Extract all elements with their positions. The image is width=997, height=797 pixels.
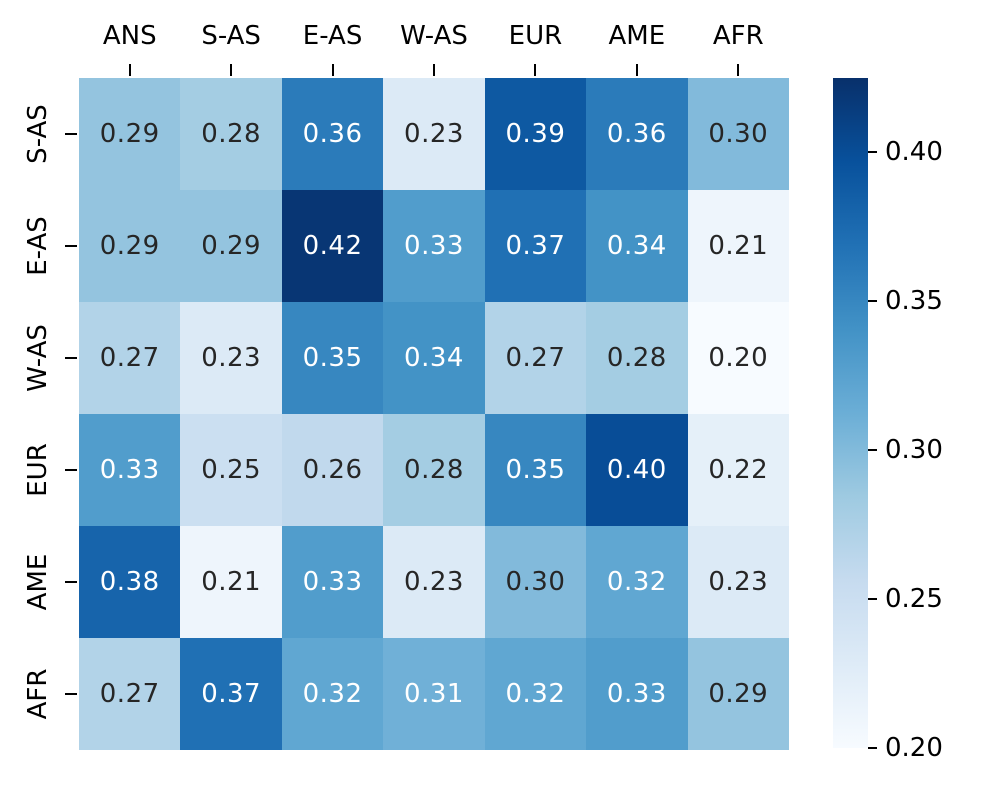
heatmap-cell-EUR-ANS: 0.33 (79, 414, 181, 526)
x-axis-tick (433, 64, 435, 76)
heatmap-cell-S-AS-S-AS: 0.28 (180, 78, 282, 190)
heatmap-cell-W-AS-W-AS: 0.34 (383, 302, 485, 414)
heatmap-cell-AFR-AFR: 0.29 (687, 638, 789, 750)
heatmap-cell-EUR-W-AS: 0.28 (383, 414, 485, 526)
y-axis-tick (65, 581, 77, 583)
heatmap-cell-W-AS-EUR: 0.27 (484, 302, 587, 414)
x-axis-label-W-AS: W-AS (400, 21, 468, 51)
y-axis-tick (65, 469, 77, 471)
y-axis-tick (65, 693, 77, 695)
colorbar-tick (868, 300, 877, 303)
heatmap-cell-E-AS-E-AS: 0.42 (281, 190, 384, 302)
heatmap-cell-AFR-AME: 0.33 (586, 638, 688, 750)
x-axis-tick (128, 64, 131, 76)
heatmap-cell-AFR-ANS: 0.27 (79, 638, 181, 750)
colorbar-tick-label-0.25: 0.25 (885, 584, 943, 615)
heatmap-cell-E-AS-S-AS: 0.29 (180, 190, 282, 302)
heatmap-cell-AME-AFR: 0.23 (687, 526, 789, 638)
heatmap-cell-E-AS-W-AS: 0.33 (383, 190, 485, 302)
heatmap-cell-EUR-S-AS: 0.25 (180, 414, 282, 526)
x-axis-tick (635, 64, 638, 76)
heatmap-cell-AME-AME: 0.32 (586, 526, 688, 638)
colorbar-tick (868, 449, 877, 452)
x-axis-label-AME: AME (608, 21, 666, 51)
colorbar-tick (868, 598, 877, 601)
x-axis-label-E-AS: E-AS (302, 21, 363, 51)
y-axis-label-EUR: EUR (23, 443, 53, 497)
heatmap-cell-AFR-EUR: 0.32 (484, 638, 587, 750)
x-axis-tick (331, 64, 334, 76)
x-axis-label-ANS: ANS (102, 21, 157, 51)
heatmap-cell-E-AS-ANS: 0.29 (79, 190, 181, 302)
colorbar (833, 78, 868, 748)
colorbar-tick (868, 747, 877, 749)
y-axis-label-S-AS: S-AS (23, 104, 53, 164)
y-axis-label-W-AS: W-AS (23, 324, 53, 392)
x-axis-label-S-AS: S-AS (201, 21, 261, 51)
colorbar-tick-label-0.20: 0.20 (885, 733, 943, 763)
x-axis-label-EUR: EUR (508, 21, 563, 51)
heatmap-cell-W-AS-ANS: 0.27 (79, 302, 181, 414)
colorbar-tick-label-0.30: 0.30 (885, 435, 943, 466)
x-axis-tick (737, 64, 740, 76)
heatmap-cell-AFR-S-AS: 0.37 (180, 638, 282, 750)
heatmap-cell-S-AS-EUR: 0.39 (484, 78, 587, 190)
heatmap-cell-S-AS-W-AS: 0.23 (383, 78, 485, 190)
heatmap-cell-W-AS-S-AS: 0.23 (180, 302, 282, 414)
heatmap-cell-AME-E-AS: 0.33 (281, 526, 384, 638)
heatmap-cell-W-AS-E-AS: 0.35 (281, 302, 384, 414)
heatmap-cell-E-AS-AFR: 0.21 (687, 190, 789, 302)
y-axis-tick (65, 133, 77, 135)
heatmap-cell-S-AS-ANS: 0.29 (79, 78, 181, 190)
heatmap-grid: 0.29 0.28 0.36 0.23 0.39 0.36 0.30 0.29 0.29 0.42… (79, 78, 789, 750)
heatmap-cell-AME-W-AS: 0.23 (383, 526, 485, 638)
heatmap-cell-AFR-W-AS: 0.31 (383, 638, 485, 750)
colorbar-tick (868, 151, 877, 154)
y-axis-tick (65, 245, 77, 247)
x-axis-tick (534, 64, 537, 76)
y-axis-label-E-AS: E-AS (23, 216, 53, 276)
colorbar-tick-label-0.40: 0.40 (885, 137, 943, 168)
heatmap-cell-W-AS-AME: 0.28 (586, 302, 688, 414)
heatmap-cell-EUR-AME: 0.40 (586, 414, 688, 526)
y-axis-tick (65, 357, 77, 359)
x-axis-tick (230, 64, 233, 76)
heatmap-cell-EUR-AFR: 0.22 (687, 414, 789, 526)
heatmap-cell-S-AS-E-AS: 0.36 (281, 78, 384, 190)
heatmap-cell-EUR-E-AS: 0.26 (281, 414, 384, 526)
y-axis-label-AME: AME (23, 553, 53, 611)
heatmap-cell-AME-S-AS: 0.21 (180, 526, 282, 638)
heatmap-cell-E-AS-EUR: 0.37 (484, 190, 587, 302)
heatmap-cell-W-AS-AFR: 0.20 (687, 302, 789, 414)
heatmap-cell-E-AS-AME: 0.34 (586, 190, 688, 302)
colorbar-tick-label-0.35: 0.35 (885, 286, 943, 317)
heatmap-cell-AME-EUR: 0.30 (484, 526, 587, 638)
heatmap-cell-EUR-EUR: 0.35 (484, 414, 587, 526)
heatmap-cell-AME-ANS: 0.38 (79, 526, 181, 638)
heatmap-cell-S-AS-AFR: 0.30 (687, 78, 789, 190)
heatmap-cell-S-AS-AME: 0.36 (586, 78, 688, 190)
x-axis-label-AFR: AFR (712, 21, 764, 51)
heatmap-cell-AFR-E-AS: 0.32 (281, 638, 384, 750)
y-axis-label-AFR: AFR (23, 668, 53, 720)
